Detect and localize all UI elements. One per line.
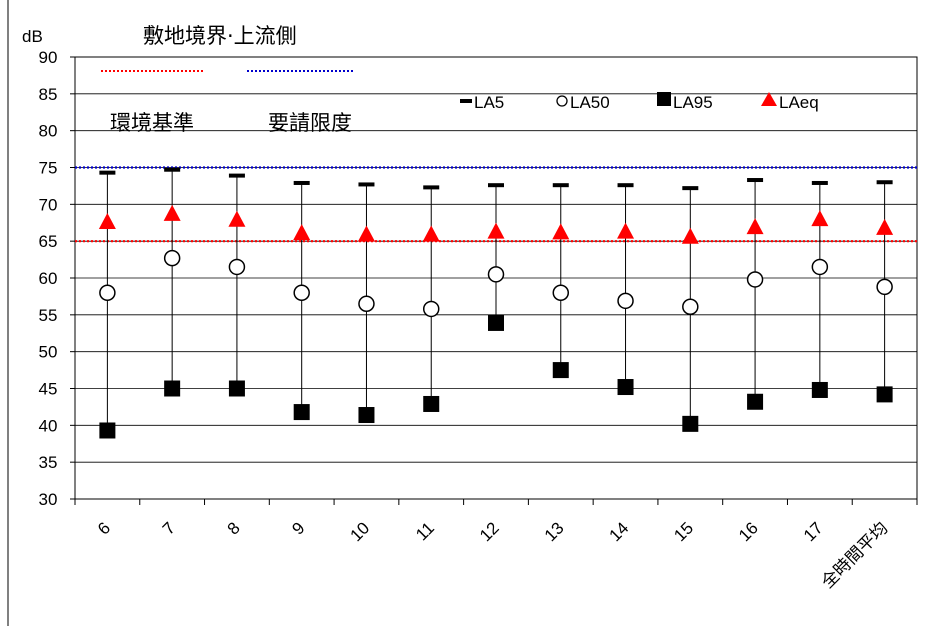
legend: LA5 LA50 LA95 LAeq: [460, 92, 819, 112]
y-tick-label-65: 65: [39, 232, 58, 251]
point-la50-9: [293, 284, 310, 301]
point-la95-16: [747, 393, 764, 410]
point-la5-10: [358, 182, 375, 187]
legend-marker-la50: [556, 95, 568, 107]
point-la5-17: [811, 180, 828, 185]
ref-label-req: 要請限度: [268, 111, 352, 135]
point-la50-17: [811, 258, 829, 276]
point-la50-16: [746, 271, 764, 288]
point-la95-12: [488, 314, 504, 331]
point-laeq-全時間平均: [876, 218, 894, 235]
y-tick-label-60: 60: [39, 269, 58, 288]
point-la5-9: [293, 180, 310, 185]
legend-marker-la95: [657, 92, 671, 106]
point-la50-14: [617, 292, 634, 310]
point-laeq-17: [811, 210, 829, 227]
point-la50-7: [163, 249, 181, 267]
point-la95-9: [293, 404, 310, 421]
point-la95-10: [358, 407, 375, 424]
point-la50-8: [228, 258, 246, 276]
y-tick-labels: 30 35 40 45 50 55 60 65 70 75 80 85 90: [39, 48, 58, 509]
point-la5-7: [164, 167, 181, 172]
point-la5-6: [99, 170, 116, 175]
y-tick-label-85: 85: [39, 85, 58, 104]
point-la50-12: [487, 266, 505, 283]
y-tick-label-75: 75: [39, 159, 58, 178]
point-la95-全時間平均: [876, 386, 893, 403]
y-tick-label-80: 80: [39, 122, 58, 141]
point-la95-6: [99, 422, 116, 439]
point-la95-7: [164, 380, 181, 397]
point-la5-15: [682, 186, 699, 191]
x-tick-label-14: 14: [606, 518, 633, 545]
point-la50-10: [358, 295, 375, 313]
point-la5-14: [617, 183, 634, 188]
point-la50-6: [99, 284, 116, 301]
point-la5-11: [423, 185, 440, 190]
point-la5-16: [747, 178, 764, 183]
x-tick-label-9: 9: [288, 518, 308, 538]
point-laeq-14: [617, 222, 635, 239]
point-laeq-6: [98, 213, 116, 230]
legend-label-la95: LA95: [673, 93, 713, 112]
x-tick-label-8: 8: [224, 518, 244, 538]
point-la5-全時間平均: [876, 180, 893, 185]
y-tick-label-35: 35: [39, 453, 58, 472]
y-tick-label-55: 55: [39, 306, 58, 325]
x-tick-label-13: 13: [541, 518, 568, 545]
point-la95-14: [617, 379, 634, 396]
y-tick-label-30: 30: [39, 490, 58, 509]
data-marks: [98, 167, 894, 439]
x-tick-label-17: 17: [800, 518, 827, 545]
y-tick-label-45: 45: [39, 380, 58, 399]
y-tick-label-50: 50: [39, 343, 58, 362]
y-tick-label-90: 90: [39, 48, 58, 67]
x-tick-label-16: 16: [735, 518, 762, 545]
point-laeq-13: [552, 223, 570, 240]
x-tick-label-7: 7: [159, 518, 179, 538]
x-tick-label-全時間平均: 全時間平均: [818, 518, 892, 592]
x-tick-label-15: 15: [670, 518, 697, 545]
point-la50-13: [552, 284, 570, 301]
point-la5-8: [228, 173, 245, 178]
point-laeq-12: [487, 222, 505, 239]
x-tick-label-12: 12: [476, 518, 503, 545]
ref-label-env: 環境基準: [110, 111, 194, 135]
point-laeq-16: [746, 218, 764, 235]
y-tick-label-40: 40: [39, 416, 58, 435]
point-la95-11: [423, 395, 440, 412]
point-la95-15: [682, 415, 699, 432]
x-tick-label-10: 10: [346, 518, 373, 545]
point-laeq-10: [357, 225, 375, 242]
legend-label-la50: LA50: [570, 93, 610, 112]
point-laeq-11: [422, 225, 440, 242]
chart-title: 敷地境界·上流側: [143, 24, 297, 48]
point-laeq-15: [681, 227, 699, 244]
point-la50-11: [422, 300, 440, 318]
point-la50-全時間平均: [876, 278, 893, 296]
point-laeq-9: [293, 224, 311, 241]
legend-label-laeq: LAeq: [779, 93, 819, 112]
legend-marker-laeq: [761, 92, 777, 106]
point-la95-13: [552, 362, 569, 379]
legend-marker-la5: [460, 99, 472, 103]
point-la95-17: [811, 381, 828, 398]
point-laeq-8: [228, 210, 246, 227]
legend-label-la5: LA5: [474, 93, 504, 112]
y-tick-label-70: 70: [39, 195, 58, 214]
point-laeq-7: [163, 204, 181, 221]
point-la5-13: [552, 183, 569, 188]
point-la95-8: [228, 380, 245, 397]
point-la5-12: [488, 183, 504, 188]
point-la50-15: [682, 298, 699, 315]
y-axis-label: dB: [22, 27, 43, 46]
x-tick-label-11: 11: [412, 518, 438, 544]
x-tick-label-6: 6: [94, 518, 114, 538]
